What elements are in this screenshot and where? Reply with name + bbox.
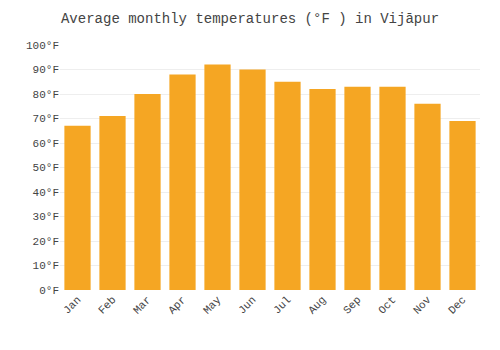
svg-text:Jun: Jun <box>236 294 258 316</box>
svg-text:Jul: Jul <box>271 294 293 316</box>
svg-text:May: May <box>201 294 224 317</box>
svg-text:Sep: Sep <box>341 294 363 316</box>
svg-text:Nov: Nov <box>411 294 434 317</box>
svg-text:40°F: 40°F <box>33 187 59 199</box>
svg-text:30°F: 30°F <box>33 211 59 223</box>
svg-text:90°F: 90°F <box>33 64 59 76</box>
svg-text:70°F: 70°F <box>33 113 59 125</box>
svg-text:Apr: Apr <box>166 294 188 316</box>
svg-text:100°F: 100°F <box>26 40 59 52</box>
svg-text:0°F: 0°F <box>39 285 59 297</box>
svg-text:20°F: 20°F <box>33 236 59 248</box>
svg-text:Jan: Jan <box>61 294 83 316</box>
svg-text:Feb: Feb <box>96 294 118 316</box>
svg-text:50°F: 50°F <box>33 162 59 174</box>
svg-text:Oct: Oct <box>376 294 398 316</box>
svg-text:Average monthly temperatures (: Average monthly temperatures (°F ) in Vi… <box>61 11 439 27</box>
svg-text:60°F: 60°F <box>33 138 59 150</box>
svg-text:Aug: Aug <box>306 294 328 316</box>
svg-text:10°F: 10°F <box>33 260 59 272</box>
svg-text:Dec: Dec <box>446 294 468 316</box>
svg-text:80°F: 80°F <box>33 89 59 101</box>
svg-text:Mar: Mar <box>131 294 153 316</box>
